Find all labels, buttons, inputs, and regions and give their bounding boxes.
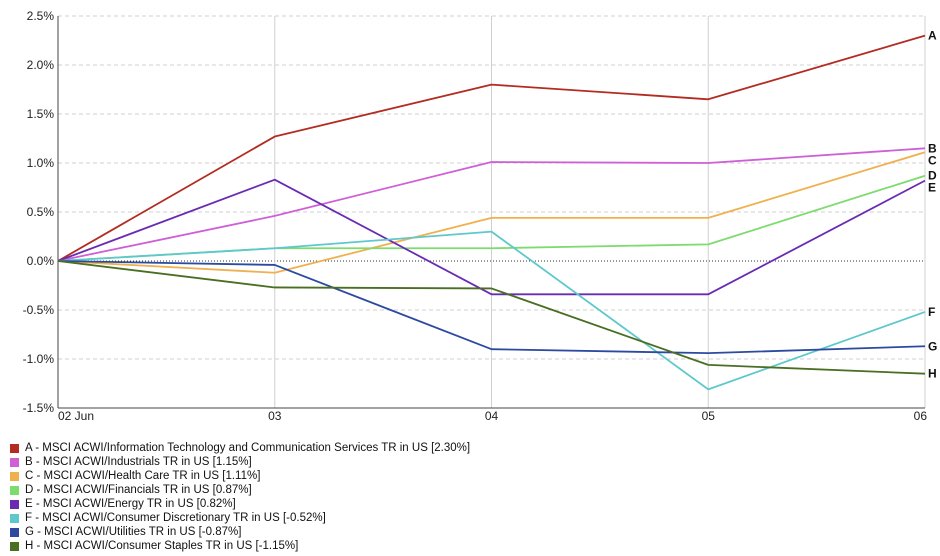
y-tick-label: 0.0% [27, 254, 55, 268]
y-tick-label: 2.5% [27, 9, 55, 23]
line-chart: -1.5%-1.0%-0.5%0.0%0.5%1.0%1.5%2.0%2.5% … [23, 9, 938, 423]
y-axis-ticks: -1.5% -1.0% -0.5% 0.0% 0.5% 1.0% 1.5% 2.0% 2.5% [23, 9, 55, 415]
x-tick-label: 02 Jun [58, 409, 94, 423]
series-line-h [57, 260, 926, 375]
y-tick-label: 1.5% [27, 107, 55, 121]
grid-lines [57, 15, 926, 409]
legend-swatch [10, 527, 19, 537]
legend-swatch [10, 499, 19, 509]
y-tick-label: 1.0% [27, 156, 55, 170]
series-line-f [57, 230, 926, 391]
y-tick-label: -0.5% [23, 303, 55, 317]
series-line-g [57, 260, 926, 355]
legend-label: F - MSCI ACWI/Consumer Discretionary TR … [25, 512, 326, 524]
legend-swatch [10, 457, 19, 467]
legend-label: H - MSCI ACWI/Consumer Staples TR in US … [25, 540, 299, 552]
legend-label: D - MSCI ACWI/Financials TR in US [0.87%… [25, 484, 252, 496]
series-lines [57, 34, 926, 391]
end-label-b: B [928, 141, 937, 155]
end-label-g: G [928, 339, 937, 353]
legend-item-c: C - MSCI ACWI/Health Care TR in US [1.11… [10, 469, 930, 483]
series-line-a [57, 34, 926, 262]
y-tick-label: -1.5% [23, 401, 55, 415]
legend-swatch [10, 443, 19, 453]
legend-label: B - MSCI ACWI/Industrials TR in US [1.15… [25, 456, 252, 468]
legend-swatch [10, 541, 19, 551]
legend-item-d: D - MSCI ACWI/Financials TR in US [0.87%… [10, 483, 930, 497]
x-tick-label: 04 [485, 409, 499, 423]
legend-item-a: A - MSCI ACWI/Information Technology and… [10, 441, 930, 455]
end-label-e: E [928, 181, 936, 195]
legend-item-e: E - MSCI ACWI/Energy TR in US [0.82%] [10, 497, 930, 511]
legend-item-h: H - MSCI ACWI/Consumer Staples TR in US … [10, 539, 930, 553]
legend-swatch [10, 485, 19, 495]
series-line-c [57, 151, 926, 274]
series-line-e [57, 178, 926, 296]
legend-label: G - MSCI ACWI/Utilities TR in US [-0.87%… [25, 526, 242, 538]
legend-item-b: B - MSCI ACWI/Industrials TR in US [1.15… [10, 455, 930, 469]
end-label-d: D [928, 169, 937, 183]
legend-label: C - MSCI ACWI/Health Care TR in US [1.11… [25, 470, 261, 482]
legend-item-f: F - MSCI ACWI/Consumer Discretionary TR … [10, 511, 930, 525]
legend-swatch [10, 513, 19, 523]
legend: A - MSCI ACWI/Information Technology and… [10, 441, 930, 553]
end-label-a: A [928, 29, 937, 43]
x-tick-label: 03 [268, 409, 282, 423]
end-label-f: F [928, 305, 935, 319]
end-label-c: C [928, 153, 937, 167]
legend-label: A - MSCI ACWI/Information Technology and… [25, 442, 471, 454]
legend-swatch [10, 471, 19, 481]
y-tick-label: -1.0% [23, 352, 55, 366]
y-tick-label: 2.0% [27, 58, 55, 72]
x-axis-ticks: 02 Jun 03 04 05 06 [58, 409, 927, 423]
legend-item-g: G - MSCI ACWI/Utilities TR in US [-0.87%… [10, 525, 930, 539]
series-line-b [57, 147, 926, 262]
legend-label: E - MSCI ACWI/Energy TR in US [0.82%] [25, 498, 236, 510]
y-tick-label: 0.5% [27, 205, 55, 219]
x-tick-label: 05 [702, 409, 716, 423]
x-tick-label: 06 [914, 409, 928, 423]
end-label-h: H [928, 367, 937, 381]
